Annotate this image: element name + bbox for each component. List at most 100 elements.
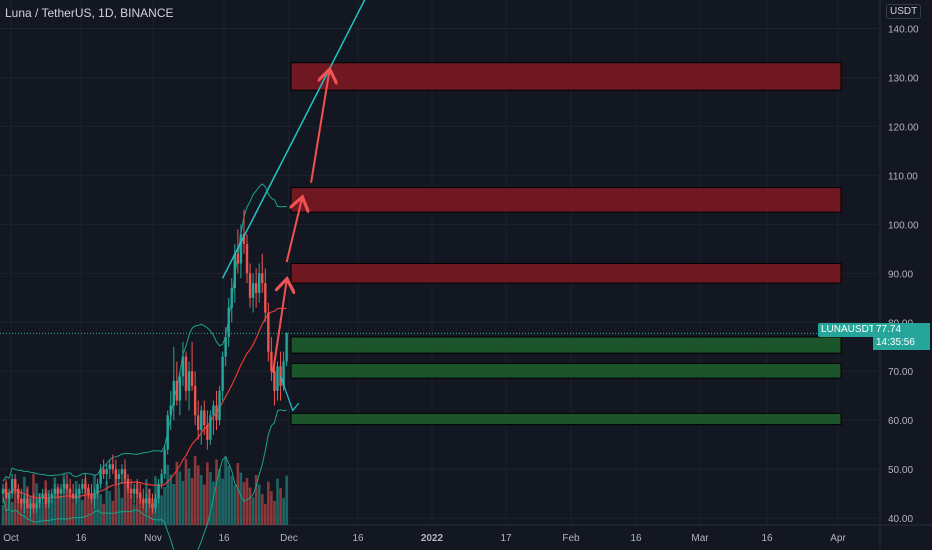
candle-body [239, 234, 243, 264]
volume-bar [117, 488, 121, 525]
ma-line [2, 307, 287, 499]
volume-bar [196, 465, 200, 525]
x-tick-label: Feb [562, 533, 580, 544]
candle-body [111, 464, 114, 470]
volume-bar [108, 491, 112, 525]
volume-bar [206, 462, 209, 525]
volume-bar [190, 478, 194, 525]
candle-body [264, 283, 267, 313]
resistance-zone [290, 187, 842, 213]
candle-body [65, 483, 69, 489]
symbol-price-tag: LUNAUSDT [818, 323, 878, 337]
candle-body [117, 474, 121, 479]
volume-bar [181, 481, 185, 525]
volume-bar [264, 503, 267, 525]
candle-body [151, 503, 154, 509]
candle-body [142, 498, 145, 504]
candle-body [245, 243, 249, 274]
candle-body [29, 503, 32, 509]
volume-bar [20, 499, 23, 525]
candle-body [203, 410, 206, 426]
volume-bar [102, 503, 105, 525]
candle-body [84, 483, 87, 489]
candle-body [139, 493, 142, 499]
volume-bar [65, 484, 69, 525]
volume-bar [77, 490, 81, 525]
volume-bar [84, 478, 87, 525]
volume-bar [242, 482, 246, 525]
volume-bar [126, 485, 130, 525]
volume-bar [16, 489, 20, 525]
y-tick-label: 140.00 [888, 24, 919, 35]
x-tick-label: 2022 [421, 533, 444, 544]
candle-body [96, 483, 99, 494]
y-tick-label: 130.00 [888, 73, 919, 84]
y-tick-label: 110.00 [888, 171, 918, 182]
currency-label[interactable]: USDT [886, 4, 922, 19]
down-projection [279, 375, 300, 412]
volume-bar [10, 502, 14, 525]
candle-body [35, 503, 38, 509]
volume-bar [1, 505, 5, 525]
candle-body [14, 478, 17, 489]
volume-bar [273, 500, 276, 525]
candle-body [17, 488, 20, 499]
volume-bar [245, 478, 249, 525]
x-tick-label: 16 [218, 533, 230, 544]
volume-bar [279, 488, 282, 525]
y-tick-label: 100.00 [888, 220, 919, 231]
volume-bar [96, 484, 99, 525]
candle-body [68, 488, 72, 494]
candlesticks [1, 209, 288, 519]
volume-bar [4, 482, 8, 525]
candle-body [41, 493, 44, 499]
volume-bar [90, 497, 93, 525]
trend-drawings [221, 0, 366, 412]
candle-body [129, 488, 133, 494]
volume-bar [254, 475, 258, 525]
x-tick-label: Dec [280, 533, 298, 544]
volume-bar [221, 478, 224, 525]
price-axis[interactable]: 40.0050.0060.0070.0080.0090.00100.00110.… [888, 24, 919, 525]
candle-body [236, 253, 240, 264]
volume-bar [203, 484, 206, 525]
trend-line [221, 0, 366, 279]
y-tick-label: 60.00 [888, 416, 913, 427]
candle-body [90, 493, 93, 499]
volume-bar [239, 472, 243, 525]
volume-bar [251, 497, 255, 525]
x-tick-label: Mar [691, 533, 709, 544]
moving-average [2, 307, 287, 499]
time-axis[interactable]: Oct 16 Nov 16 Dec 16 2022 17 Feb 16 Mar 16 Apr [3, 533, 846, 544]
candle-body [190, 371, 194, 386]
volume-bar [99, 494, 102, 525]
volume-bar [233, 485, 237, 525]
volume-bar [132, 504, 136, 525]
candle-body [215, 405, 218, 421]
volume-bar [193, 455, 197, 525]
candle-body [26, 498, 29, 509]
volume-bar [56, 487, 60, 525]
x-tick-label: 16 [352, 533, 364, 544]
candle-body [108, 464, 111, 470]
candle-body [181, 356, 185, 377]
volume-bar [81, 500, 84, 525]
volume-bar [187, 468, 191, 525]
candle-body [224, 336, 227, 357]
candle-body [172, 381, 175, 406]
candle-body [285, 333, 288, 362]
volume-bar [270, 491, 273, 525]
candle-body [4, 488, 8, 499]
volume-bar [178, 471, 182, 525]
price-zones [290, 62, 842, 426]
y-tick-label: 90.00 [888, 269, 913, 280]
volume-bar [199, 475, 203, 525]
candle-body [7, 493, 11, 499]
candle-body [169, 405, 172, 416]
volume-bar [184, 458, 188, 525]
candle-body [154, 498, 157, 509]
candle-body [282, 361, 285, 386]
y-tick-label: 40.00 [888, 514, 913, 525]
